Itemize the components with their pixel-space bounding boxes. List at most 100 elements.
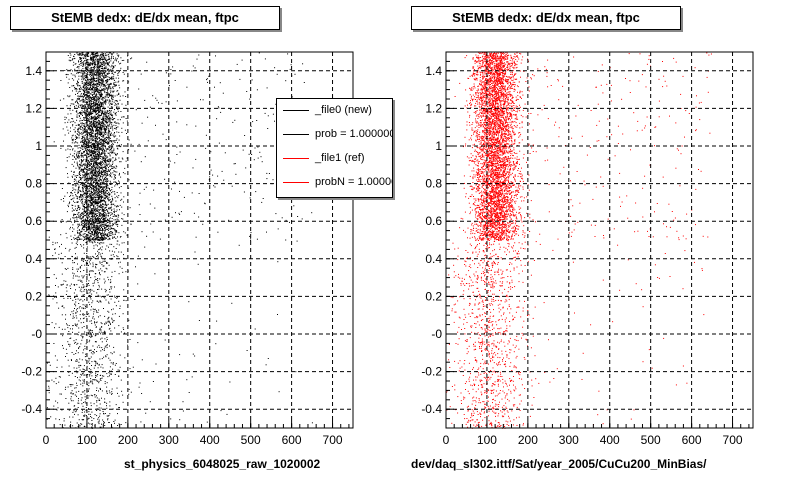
scatter-point (96, 205, 98, 207)
scatter-point (102, 169, 104, 171)
scatter-point (98, 218, 100, 220)
scatter-point (96, 163, 98, 165)
scatter-point (101, 213, 103, 215)
scatter-point (108, 171, 110, 172)
scatter-point (115, 81, 117, 83)
scatter-point (98, 72, 100, 74)
scatter-point (97, 204, 99, 206)
scatter-point (97, 235, 99, 237)
scatter-point (87, 55, 89, 57)
scatter-point (107, 203, 109, 205)
scatter-point (84, 104, 86, 105)
scatter-point (77, 80, 78, 82)
scatter-point (99, 96, 101, 98)
scatter-point (81, 54, 83, 56)
scatter-point (90, 93, 92, 95)
scatter-point (89, 229, 91, 231)
scatter-point (93, 102, 95, 104)
scatter-point (90, 200, 92, 202)
scatter-point (91, 170, 93, 172)
scatter-point (95, 131, 97, 132)
scatter-point (94, 123, 96, 125)
scatter-point (100, 143, 102, 145)
scatter-point (101, 156, 103, 158)
scatter-point (82, 195, 83, 197)
scatter-point (96, 82, 98, 84)
scatter-point (82, 188, 84, 190)
scatter-point (106, 89, 108, 91)
scatter-point (165, 101, 167, 103)
scatter-point (93, 84, 95, 85)
scatter-point (84, 123, 86, 125)
scatter-point (103, 125, 104, 127)
scatter-point (100, 233, 102, 235)
scatter-point (78, 205, 80, 207)
scatter-point (100, 62, 102, 64)
scatter-point (259, 151, 261, 153)
scatter-point (97, 179, 99, 181)
scatter-point (98, 236, 100, 238)
scatter-point (104, 128, 106, 130)
scatter-point (96, 234, 98, 236)
scatter-point (78, 157, 80, 159)
scatter-point (116, 53, 118, 55)
scatter-point (109, 134, 111, 136)
scatter-point (94, 214, 96, 215)
scatter-point (101, 206, 103, 208)
scatter-point (81, 165, 83, 167)
scatter-point (93, 194, 95, 196)
scatter-point (104, 151, 106, 153)
scatter-point (90, 210, 92, 212)
scatter-point (107, 215, 109, 217)
scatter-point (103, 117, 105, 119)
scatter-point (71, 163, 73, 165)
scatter-point (107, 80, 109, 82)
scatter-point (175, 212, 176, 214)
scatter-point (107, 225, 109, 227)
scatter-point (80, 194, 81, 196)
scatter-point (91, 101, 93, 102)
scatter-point (94, 175, 95, 177)
scatter-point (275, 103, 277, 105)
scatter-point (119, 236, 121, 238)
scatter-point (90, 161, 92, 162)
scatter-point (95, 89, 97, 91)
scatter-point (98, 155, 100, 156)
scatter-point (101, 204, 103, 206)
scatter-point (80, 70, 82, 72)
scatter-point (112, 56, 114, 58)
scatter-point (104, 139, 106, 141)
scatter-point (95, 138, 97, 139)
scatter-point (104, 88, 106, 90)
scatter-point (111, 231, 113, 233)
scatter-point (88, 164, 90, 165)
scatter-point (291, 96, 293, 98)
scatter-point (99, 221, 101, 222)
scatter-point (72, 224, 74, 226)
scatter-point (85, 196, 87, 197)
scatter-point (109, 151, 111, 153)
scatter-point (101, 53, 103, 55)
scatter-point (102, 53, 104, 55)
scatter-point (96, 233, 98, 235)
scatter-point (78, 179, 80, 181)
scatter-point (104, 206, 106, 208)
scatter-point (79, 216, 81, 218)
scatter-point (67, 121, 69, 123)
scatter-point (109, 188, 110, 190)
scatter-point (117, 184, 118, 186)
scatter-point (257, 146, 259, 148)
scatter-point (219, 82, 221, 84)
scatter-point (98, 93, 100, 95)
scatter-point (144, 99, 146, 101)
scatter-point (97, 115, 98, 117)
scatter-point (66, 105, 68, 107)
scatter-point (67, 204, 69, 206)
scatter-point (94, 168, 96, 170)
scatter-point (168, 85, 170, 87)
scatter-point (96, 199, 98, 201)
scatter-point (105, 118, 107, 120)
scatter-point (94, 124, 96, 126)
scatter-point (100, 183, 102, 185)
scatter-point (103, 62, 105, 64)
